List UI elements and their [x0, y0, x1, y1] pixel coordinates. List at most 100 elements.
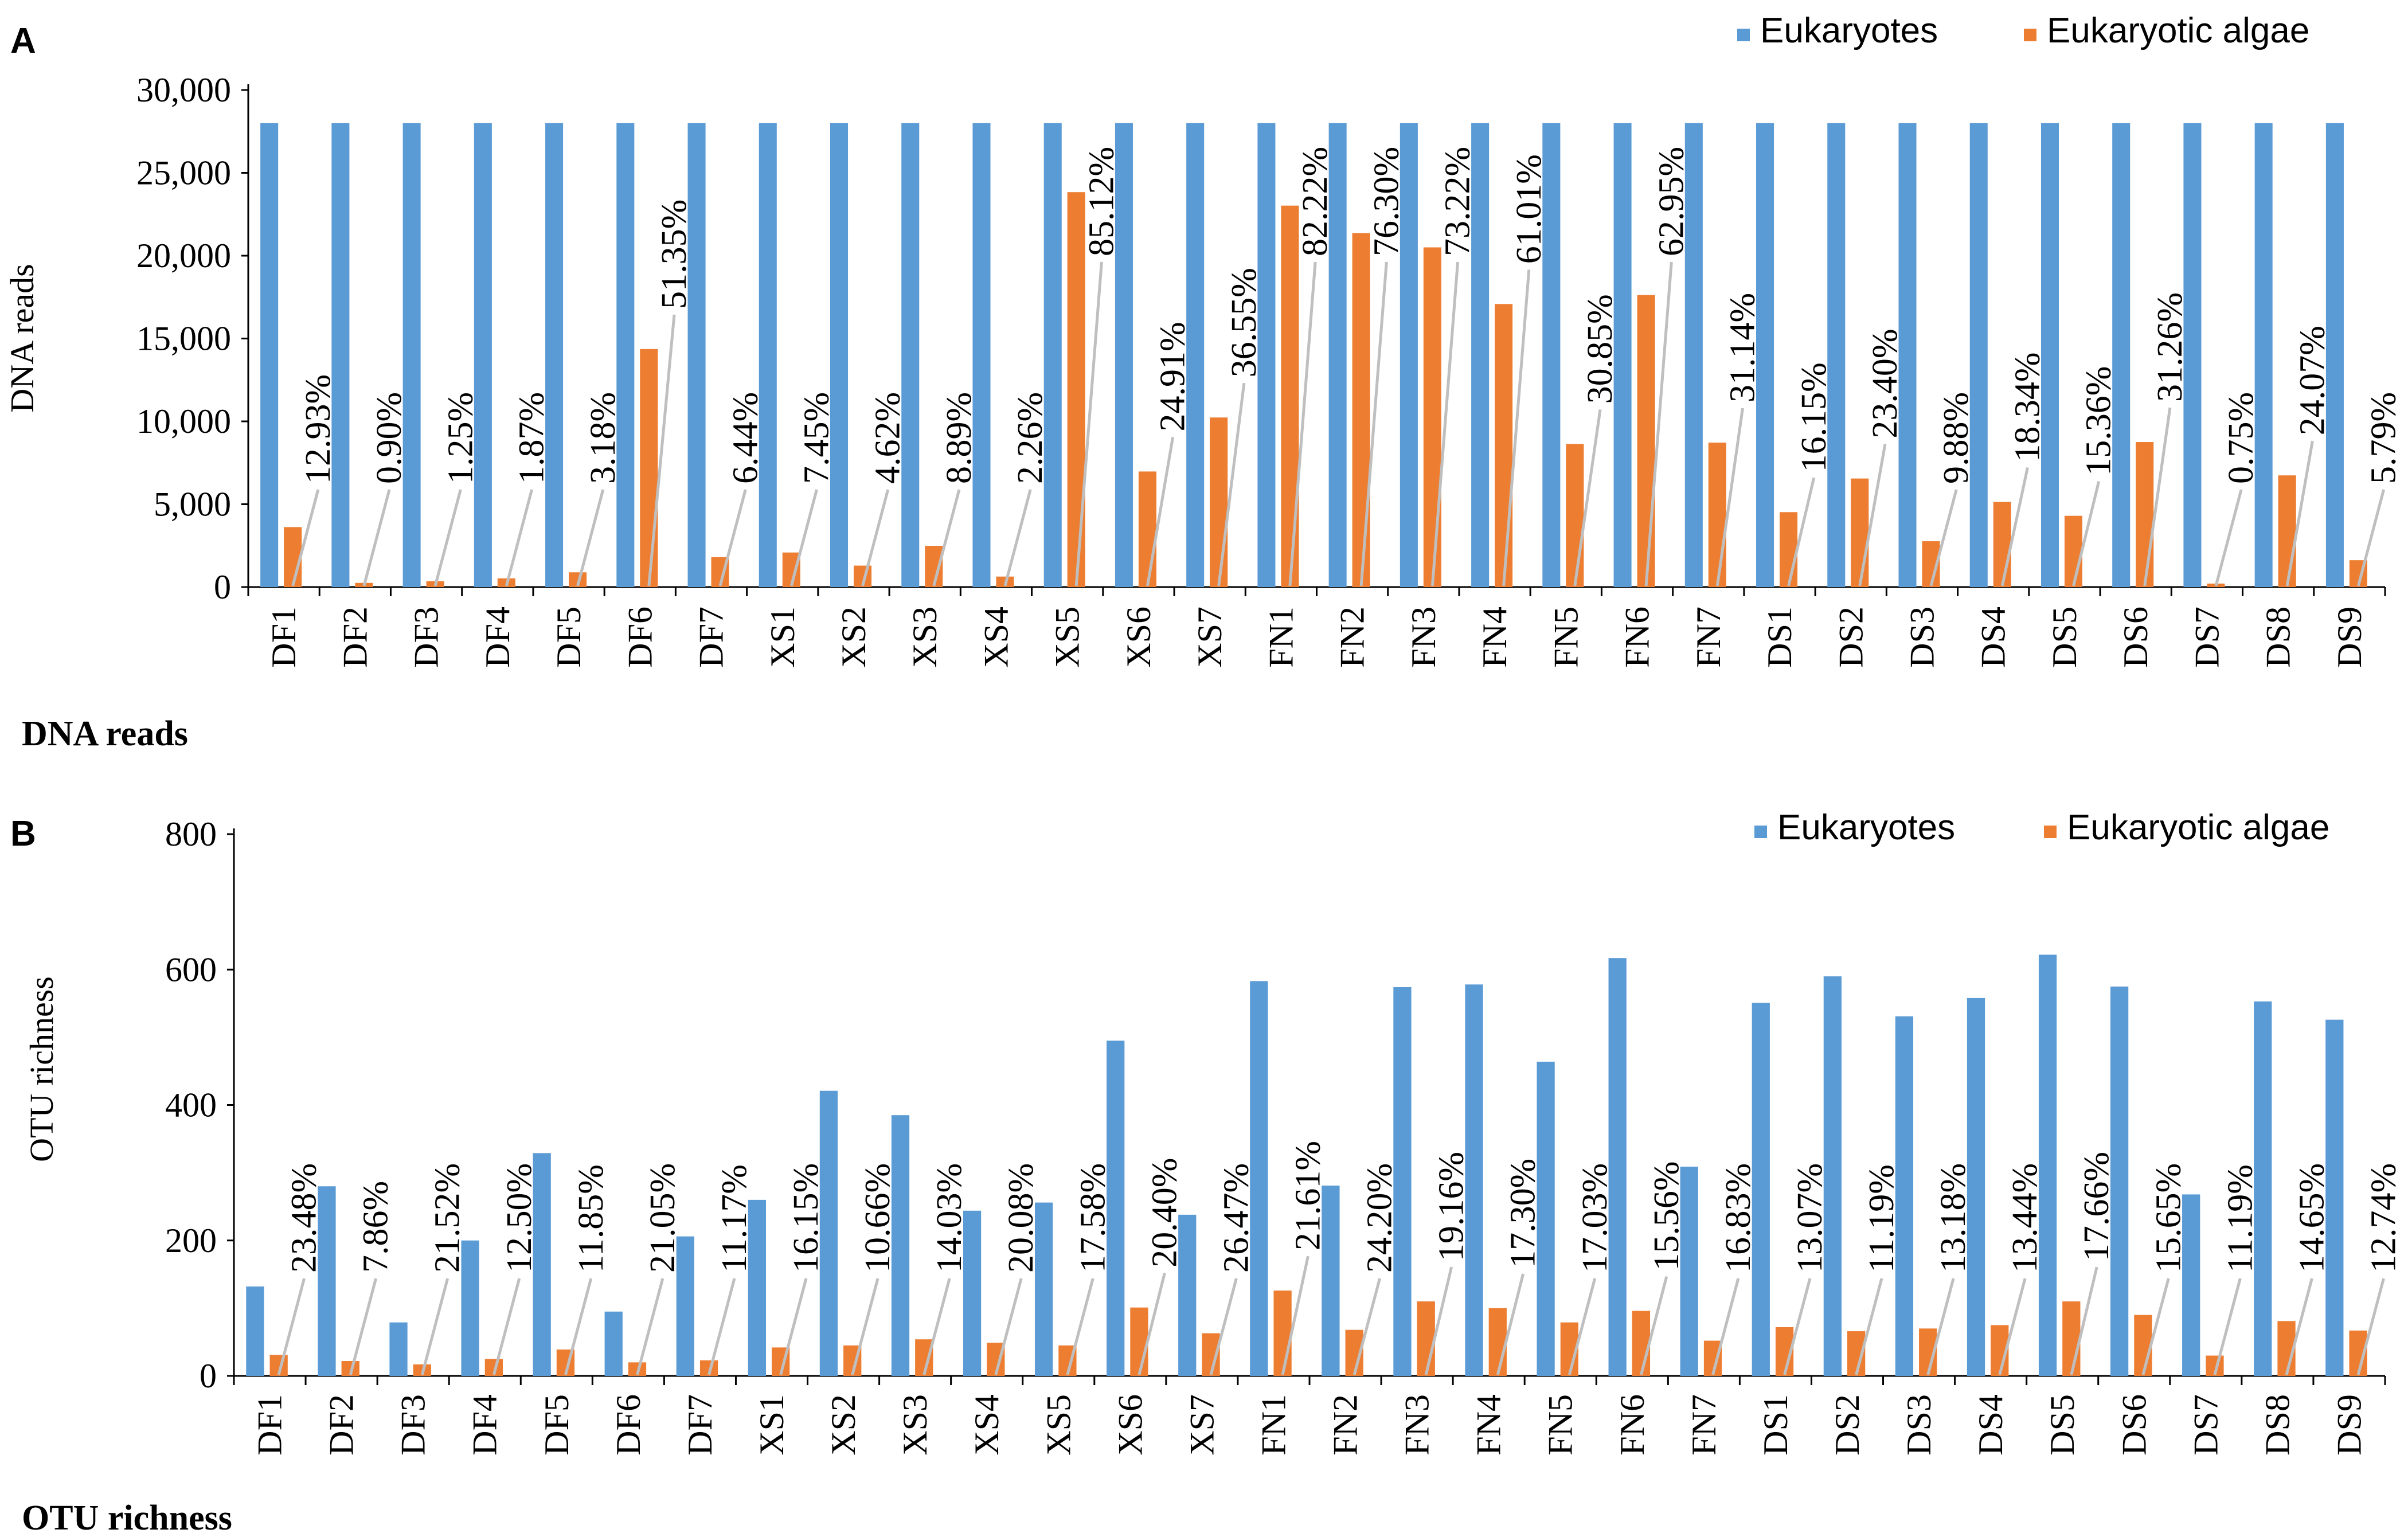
percentage-label: 51.35%: [655, 200, 694, 309]
eukaryotes-bar: [1115, 123, 1133, 588]
percentage-label: 12.93%: [299, 374, 338, 484]
x-tick-label: DS6: [2115, 1394, 2153, 1456]
eukaryotes-bar: [2325, 123, 2344, 588]
eukaryotes-bar: [1322, 1186, 1340, 1376]
algae-bar: [2136, 442, 2154, 587]
percentage-label: 26.47%: [1217, 1163, 1256, 1273]
y-tick-label: 15,000: [136, 320, 231, 358]
label-leader-line: [1146, 437, 1175, 586]
eukaryotes-bar: [1613, 123, 1632, 588]
algae-bar: [1423, 247, 1441, 587]
x-tick-label: DF4: [479, 607, 517, 668]
label-leader-line: [420, 1278, 449, 1375]
y-tick-label: 0: [214, 568, 231, 606]
percentage-label: 62.95%: [1652, 147, 1691, 256]
label-leader-line: [1998, 1278, 2027, 1375]
legend-swatch-eukaryotes: [1754, 826, 1767, 838]
label-leader-line: [349, 1278, 378, 1375]
label-leader-line: [1359, 261, 1388, 586]
eukaryotes-bar: [972, 123, 991, 588]
percentage-label: 16.15%: [1795, 362, 1834, 472]
label-leader-line: [2285, 1278, 2313, 1375]
percentage-label: 11.19%: [1862, 1164, 1901, 1273]
percentage-label: 19.16%: [1432, 1152, 1471, 1261]
eukaryotes-bar: [2183, 123, 2202, 588]
eukaryotes-bar: [1465, 984, 1483, 1376]
percentage-label: 17.30%: [1504, 1159, 1543, 1268]
percentage-label: 9.88%: [1937, 392, 1976, 484]
eukaryotes-bar: [2038, 955, 2057, 1376]
eukaryotes-bar: [604, 1311, 623, 1376]
x-tick-label: XS5: [1049, 607, 1086, 668]
y-tick-label: 5,000: [154, 486, 231, 523]
x-tick-label: DS2: [1828, 1394, 1866, 1456]
algae-bar: [1637, 295, 1655, 587]
x-tick-label: DF1: [251, 1394, 289, 1456]
algae-bar: [1130, 1307, 1148, 1376]
eukaryotes-bar: [1752, 1003, 1770, 1376]
panel-letter: A: [10, 21, 36, 61]
label-leader-line: [789, 489, 818, 586]
algae-bar: [628, 1362, 647, 1376]
label-leader-line: [433, 489, 462, 586]
eukaryotes-bar: [402, 123, 421, 588]
x-tick-label: DF4: [466, 1394, 504, 1456]
x-tick-label: DF6: [609, 1394, 647, 1456]
label-leader-line: [2072, 481, 2101, 586]
algae-bar: [2134, 1315, 2152, 1376]
x-tick-label: FN1: [1262, 607, 1300, 668]
label-leader-line: [505, 489, 533, 586]
legend-swatch-eukaryotes: [1737, 29, 1750, 41]
percentage-label: 3.18%: [584, 392, 623, 484]
algae-bar: [2062, 1301, 2081, 1376]
x-tick-label: XS3: [906, 607, 944, 668]
x-tick-label: DS1: [1761, 607, 1799, 668]
eukaryotes-bar: [1827, 123, 1846, 588]
percentage-label: 73.22%: [1438, 147, 1477, 256]
x-tick-label: DS7: [2187, 1394, 2225, 1456]
label-leader-line: [1137, 1273, 1166, 1375]
x-tick-label: DS9: [2331, 607, 2368, 668]
x-tick-label: FN2: [1334, 607, 1371, 668]
label-leader-line: [779, 1278, 808, 1375]
percentage-label: 14.65%: [2292, 1163, 2331, 1273]
x-tick-label: DS8: [2258, 1394, 2296, 1456]
percentage-label: 17.03%: [1576, 1163, 1615, 1273]
eukaryotes-bar: [759, 123, 777, 588]
eukaryotes-bar: [1895, 1016, 1914, 1376]
legend: Eukaryotes Eukaryotic algae: [1737, 11, 2309, 50]
y-axis-label: DNA reads: [3, 264, 41, 412]
y-tick-label: 30,000: [136, 71, 231, 109]
eukaryotes-bar: [331, 123, 350, 588]
eukaryotes-bar: [2112, 123, 2131, 588]
label-leader-line: [1003, 489, 1032, 586]
algae-bar: [1281, 205, 1299, 588]
label-leader-line: [861, 489, 890, 586]
percentage-label: 15.56%: [1647, 1161, 1686, 1270]
percentage-label: 15.65%: [2149, 1163, 2188, 1273]
x-tick-label: DS3: [1900, 1394, 1938, 1456]
eukaryotes-bar: [1034, 1202, 1053, 1376]
percentage-label: 11.17%: [715, 1164, 754, 1273]
label-leader-line: [2141, 1278, 2170, 1375]
eukaryotes-bar: [1608, 958, 1627, 1376]
panel-a: A DNA reads DNA reads 0 5,000 10,000 15,000 20,…: [3, 11, 2403, 753]
x-tick-label: DF7: [681, 1394, 719, 1456]
percentage-label: 20.40%: [1145, 1158, 1184, 1268]
algae-bar: [1708, 443, 1726, 587]
eukaryotes-bar: [616, 123, 635, 588]
label-leader-line: [922, 1278, 951, 1375]
algae-bar: [1488, 1308, 1507, 1376]
x-tick-label: XS4: [977, 607, 1015, 668]
percentage-label: 15.36%: [2079, 366, 2118, 476]
eukaryotes-bar: [1537, 1061, 1555, 1376]
label-leader-line: [1640, 1276, 1668, 1375]
x-tick-label: DS2: [1832, 607, 1870, 668]
percentage-label: 30.85%: [1581, 294, 1620, 404]
percentage-label: 21.05%: [643, 1163, 682, 1273]
percentage-label: 61.01%: [1510, 154, 1549, 264]
x-tick-label: FN4: [1476, 607, 1514, 668]
legend-label-eukaryotes: Eukaryotes: [1760, 11, 1938, 50]
label-leader-line: [1715, 408, 1745, 586]
eukaryotes-bar: [545, 123, 564, 588]
